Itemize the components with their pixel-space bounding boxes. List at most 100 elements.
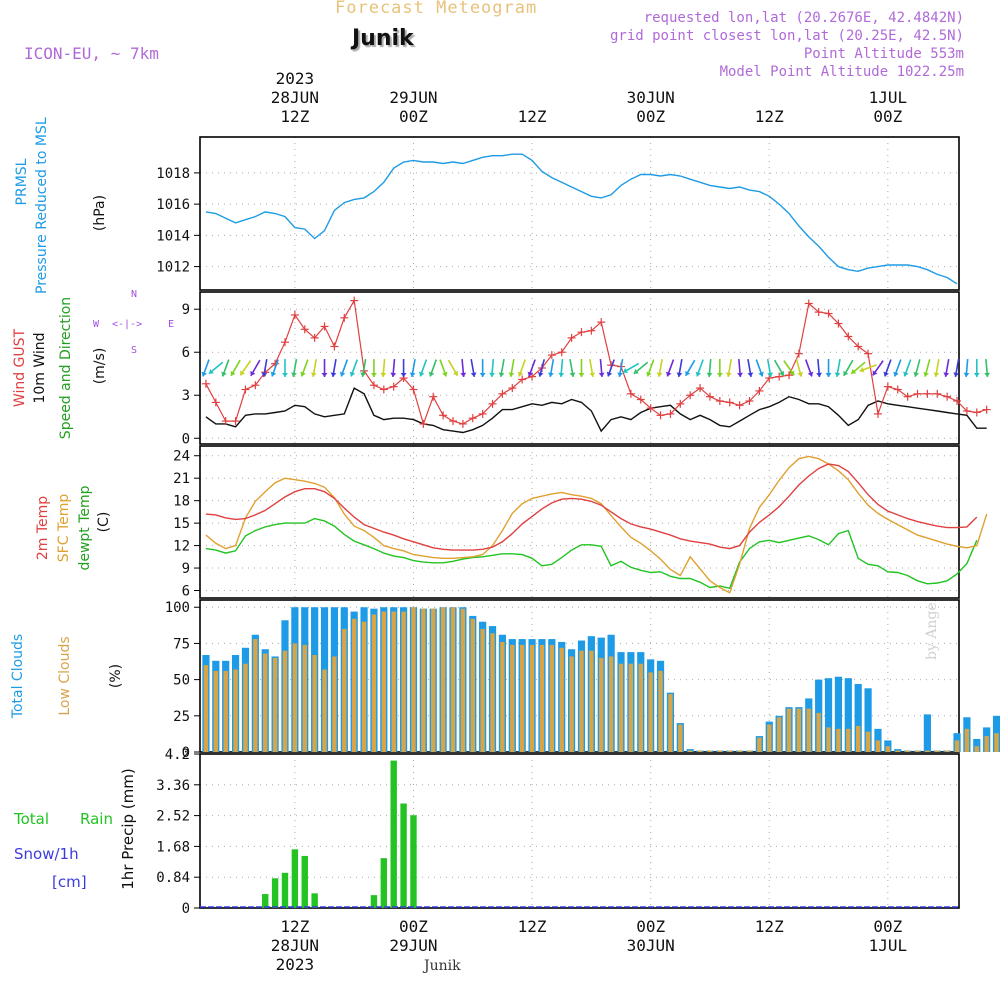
- arrow-head: [825, 372, 832, 377]
- arrow-head: [883, 371, 889, 377]
- low-cloud-bar: [272, 657, 278, 752]
- low-cloud-bar: [855, 725, 861, 752]
- y-tick-label: 3.36: [156, 778, 190, 794]
- wind-direction-arrow: [725, 358, 733, 378]
- arrow-head: [240, 370, 246, 376]
- rain-bar: [301, 855, 308, 908]
- wind-direction-arrow: [825, 359, 832, 377]
- arrow-head: [339, 371, 346, 377]
- wind-direction-arrow: [250, 359, 261, 377]
- panel-1: 0 3 6 9: [182, 291, 960, 447]
- gust-point: [864, 349, 873, 358]
- top-time-label: 12Z: [280, 107, 309, 126]
- total-cloud-bar: [834, 676, 843, 752]
- bottom-time-label: 12Z: [518, 917, 547, 936]
- gust-point: [626, 389, 635, 398]
- gust-point: [369, 381, 378, 390]
- low-cloud-bar: [618, 663, 624, 752]
- wind-speed-line: [205, 387, 987, 434]
- arrow-head: [706, 372, 713, 377]
- y-tick-label: 0: [182, 745, 190, 761]
- arrow-head: [548, 372, 554, 377]
- wind-direction-arrow: [859, 364, 877, 373]
- low-cloud-bar: [490, 633, 495, 752]
- arrow-head: [498, 372, 505, 377]
- arrow-head: [261, 372, 268, 377]
- low-cloud-bar: [668, 694, 673, 752]
- top-time-label: 30JUN: [627, 88, 675, 107]
- gust-point: [508, 384, 517, 393]
- gust-point: [972, 408, 981, 417]
- gust-point: [893, 385, 902, 394]
- arrow-head: [807, 371, 814, 377]
- arrow-head: [527, 371, 534, 377]
- gust-point: [280, 338, 289, 347]
- y-tick-label: 0: [182, 901, 190, 917]
- low-cloud-bar: [440, 607, 446, 752]
- arrow-head: [923, 372, 929, 377]
- arrow-head: [933, 372, 940, 377]
- arrow-head: [598, 372, 605, 377]
- wind-direction-arrow: [221, 359, 230, 377]
- wind-direction-arrow: [360, 358, 367, 378]
- y-tick-label: 25: [173, 709, 190, 725]
- low-cloud-bar: [282, 650, 288, 752]
- top-time-label: 1JUL: [869, 88, 908, 107]
- arrow-head: [349, 371, 356, 377]
- compass-west: W: [93, 319, 100, 330]
- total-cloud-bar: [864, 688, 872, 752]
- wind-direction-arrow: [773, 359, 785, 377]
- gust-point: [903, 392, 912, 401]
- wind-direction-arrow: [834, 358, 841, 378]
- wind-direction-arrow: [460, 358, 467, 378]
- arrow-head: [646, 371, 652, 377]
- arrow-head: [779, 370, 785, 376]
- arrow-head: [291, 372, 297, 377]
- arrow-head: [953, 372, 960, 377]
- model-name: ICON-EU, ~ 7km: [24, 44, 159, 63]
- arrow-head: [851, 368, 857, 374]
- y-tick-label: 75: [173, 636, 190, 652]
- y-tick-label: 2.52: [156, 809, 190, 825]
- gust-point: [646, 404, 655, 413]
- wind-direction-arrow: [943, 358, 950, 378]
- wind-direction-arrow: [470, 358, 477, 378]
- arrow-head: [517, 371, 524, 377]
- wind-direction-arrow: [479, 359, 486, 377]
- arrow-head: [676, 372, 683, 377]
- y-tick-label: 9: [182, 561, 190, 577]
- rain-bar: [400, 803, 407, 908]
- gust-point: [577, 328, 586, 337]
- low-cloud-bar: [480, 628, 485, 752]
- y-tick-label: 12: [173, 539, 190, 555]
- low-cloud-bar: [678, 724, 683, 752]
- wind-direction-arrow: [973, 359, 980, 377]
- low-cloud-bar: [391, 611, 396, 752]
- location-name: Junik: [352, 26, 414, 51]
- arrow-head: [973, 372, 980, 377]
- arrow-head: [558, 372, 565, 377]
- low-cloud-bar: [707, 750, 713, 752]
- bottom-time-label: 00Z: [399, 917, 428, 936]
- gust-point: [804, 299, 813, 308]
- gust-point: [696, 384, 705, 393]
- arrow-head: [893, 371, 899, 377]
- low-cloud-bar: [559, 647, 564, 752]
- arrow-head: [508, 372, 515, 377]
- arrow-head: [737, 372, 743, 377]
- low-cloud-bar: [687, 750, 693, 752]
- wind-direction-arrow: [923, 359, 931, 377]
- low-cloud-bar: [263, 653, 268, 752]
- top-time-label: 29JUN: [389, 88, 437, 107]
- bottom-time-label: 1JUL: [869, 936, 908, 955]
- gust-point: [379, 385, 388, 394]
- arrow-head: [250, 370, 256, 376]
- wind-direction-arrow: [933, 358, 940, 378]
- dewpt-temp-line: [205, 517, 978, 590]
- wind-direction-arrow: [783, 360, 795, 376]
- arrow-head: [633, 368, 639, 374]
- low-cloud-bar: [776, 717, 782, 752]
- wind-direction-arrow: [737, 358, 743, 378]
- arrow-head: [747, 372, 754, 377]
